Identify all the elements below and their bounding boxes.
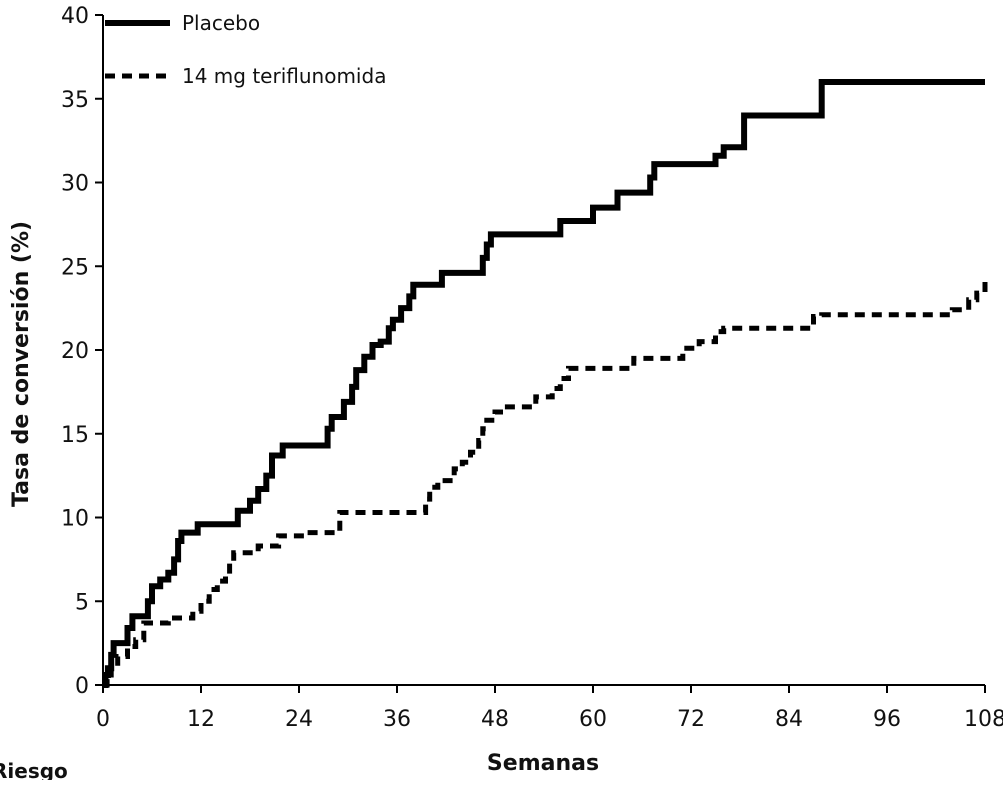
x-tick-label: 84 [775, 707, 803, 732]
y-tick-label: 0 [75, 674, 89, 699]
x-tick-label: 24 [285, 707, 313, 732]
legend: Placebo 14 mg teriflunomida [105, 11, 386, 88]
x-tick-label: 36 [383, 707, 411, 732]
x-tick-label: 48 [481, 707, 509, 732]
y-tick-label: 35 [61, 88, 89, 113]
edge-text-fragment: Riesgo [0, 759, 68, 780]
series-line-placebo [102, 79, 985, 688]
legend-label-placebo: Placebo [182, 11, 260, 35]
x-tick-label: 12 [187, 707, 215, 732]
x-tick-label: 60 [579, 707, 607, 732]
y-tick-label: 10 [61, 507, 89, 532]
y-axis-title: Tasa de conversión (%) [9, 221, 34, 507]
series-line-teriflunomida [103, 281, 988, 688]
y-tick-label: 5 [75, 590, 89, 615]
x-tick-label: 96 [873, 707, 901, 732]
x-tick-label: 72 [677, 707, 705, 732]
x-axis-title: Semanas [487, 751, 599, 776]
y-tick-label: 20 [61, 339, 89, 364]
x-tick-label: 0 [96, 707, 110, 732]
series-layer [102, 79, 988, 688]
y-tick-label: 30 [61, 172, 89, 197]
legend-label-teriflunomida: 14 mg teriflunomida [182, 64, 386, 88]
y-tick-label: 40 [61, 4, 89, 29]
y-tick-label: 15 [61, 423, 89, 448]
axes-layer: 0 5 10 15 20 25 30 35 40 0 12 24 36 48 60 72 84 96 108 [61, 4, 1003, 732]
y-tick-label: 25 [61, 255, 89, 280]
x-tick-label: 108 [964, 707, 1003, 732]
